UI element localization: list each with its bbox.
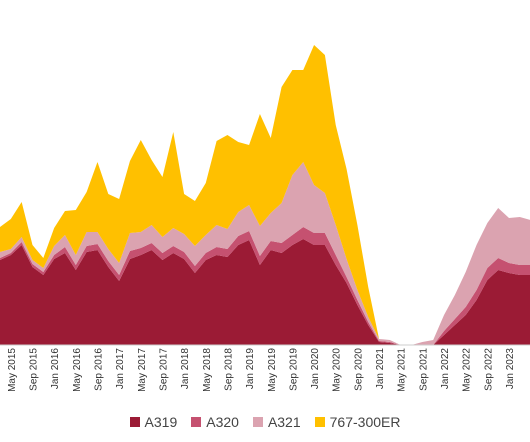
legend-label-a320: A320 [206, 414, 239, 430]
x-tick-label: May 2016 [72, 348, 83, 392]
x-tick-label: Jan 2019 [245, 348, 256, 390]
x-tick-label: Jan 2017 [115, 348, 126, 390]
x-tick-label: May 2020 [332, 348, 343, 392]
legend-label-a319: A319 [144, 414, 178, 430]
x-tick-label: May 2019 [267, 348, 278, 392]
x-tick-label: May 2017 [137, 348, 148, 392]
x-tick-label: Sep 2017 [158, 348, 169, 391]
x-tick-label: Jan 2021 [375, 348, 386, 390]
legend-label-767-300er: 767-300ER [329, 414, 401, 430]
x-tick-label: May 2022 [462, 348, 473, 392]
legend-item-a319: A319 [129, 414, 178, 430]
x-tick-label: Jan 2022 [440, 348, 451, 390]
legend-swatch-a320 [191, 417, 202, 427]
x-tick-label: Sep 2022 [483, 348, 494, 391]
legend-swatch-767-300er [314, 417, 325, 427]
legend-label-a321: A321 [267, 414, 301, 430]
series-area-a321 [0, 162, 530, 345]
x-tick-label: Jan 2020 [310, 348, 321, 390]
series-areas [0, 45, 530, 345]
x-tick-label: Jan 2018 [180, 348, 191, 390]
legend: A319 A320 A321 767-300ER [0, 411, 530, 433]
series-area-a319 [0, 239, 530, 345]
series-area-767-300er [0, 45, 530, 345]
x-tick-label: May 2021 [397, 348, 408, 392]
x-tick-label: Sep 2021 [418, 348, 429, 391]
series-area-a320 [0, 227, 530, 345]
x-tick-label: Sep 2016 [93, 348, 104, 391]
x-tick-label: Sep 2015 [28, 348, 39, 391]
x-axis-ticks: May 2015 Sep 2015 Jan 2016 May 2016 Sep 2016… [7, 348, 516, 392]
legend-swatch-a321 [252, 417, 263, 427]
x-tick-label: Jan 2016 [50, 348, 61, 390]
x-tick-label: Sep 2019 [288, 348, 299, 391]
x-tick-label: Sep 2020 [353, 348, 364, 391]
legend-swatch-a319 [129, 417, 140, 427]
x-tick-label: May 2015 [7, 348, 18, 392]
x-tick-label: May 2018 [202, 348, 213, 392]
legend-item-767-300er: 767-300ER [314, 414, 401, 430]
legend-item-a320: A320 [191, 414, 239, 430]
x-tick-label: Sep 2018 [223, 348, 234, 391]
x-tick-label: Jan 2023 [505, 348, 516, 390]
legend-item-a321: A321 [252, 414, 301, 430]
